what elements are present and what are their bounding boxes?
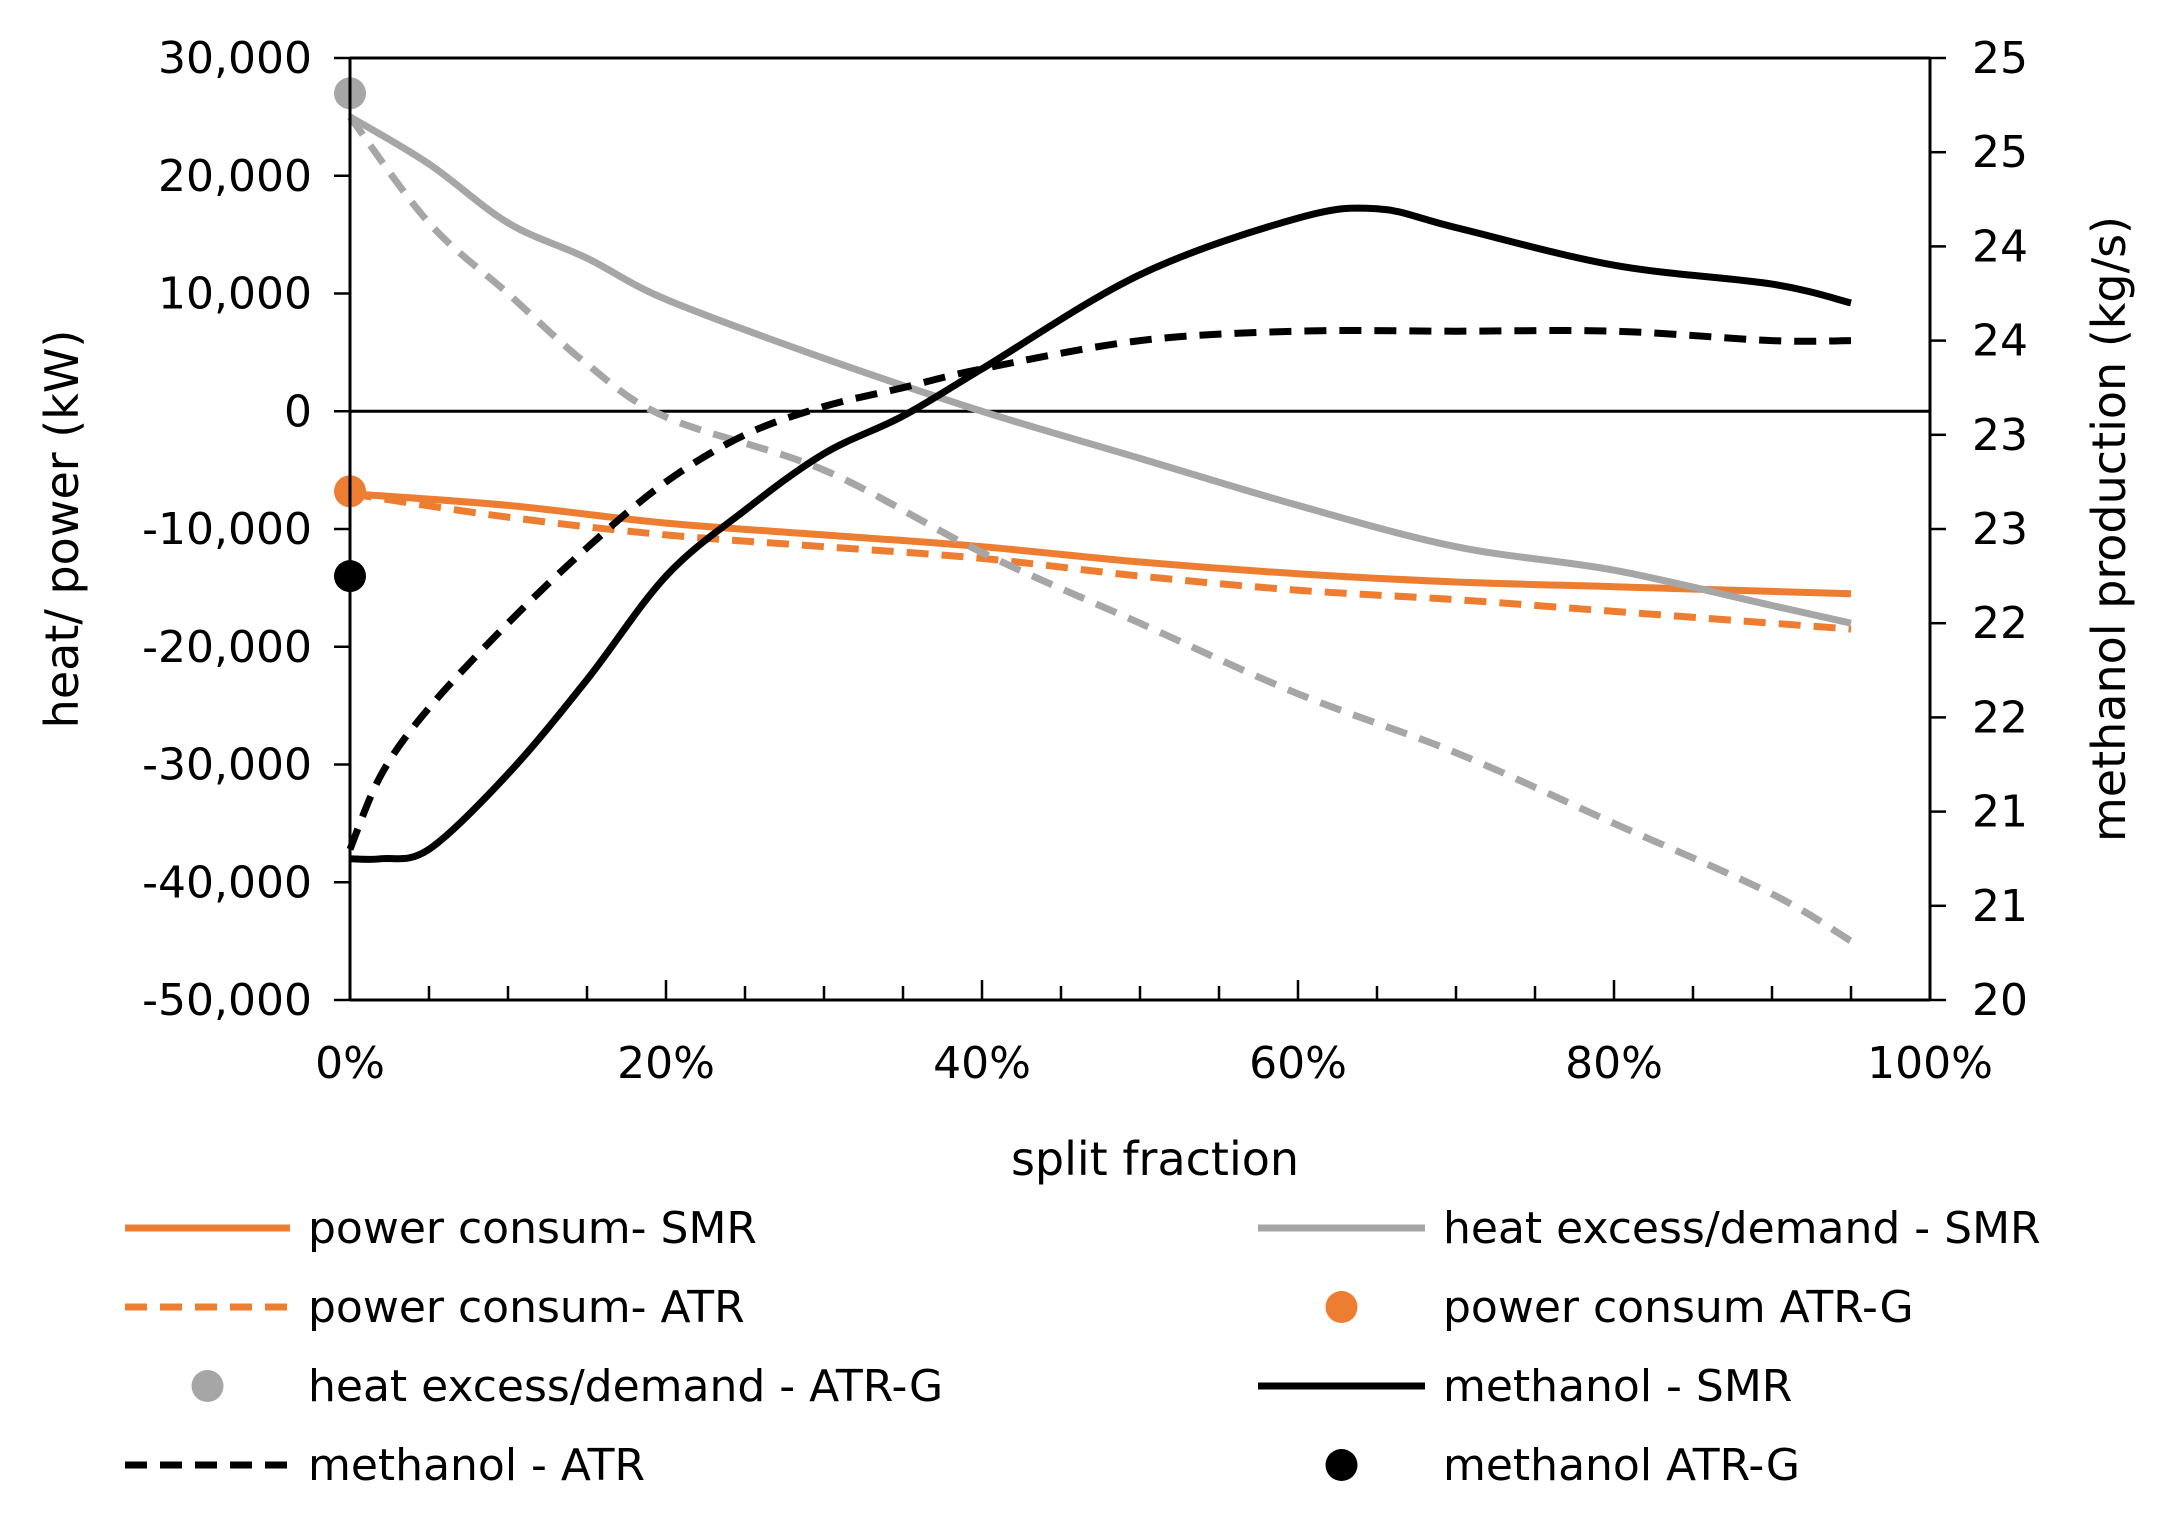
legend-item-power-consum-atr-g: power consum ATR-G	[1325, 1282, 1914, 1333]
y-left-tick-label: 30,000	[158, 33, 312, 84]
series-line-methanol-smr	[349, 204, 1852, 863]
y-right-tick-label: 22	[1972, 692, 2028, 743]
x-tick-label: 0%	[315, 1038, 385, 1089]
legend-label: heat excess/demand - ATR-G	[308, 1361, 943, 1412]
legend-label: methanol - ATR	[308, 1440, 645, 1491]
y-left-tick-label: -50,000	[142, 975, 312, 1026]
legend-label: methanol - SMR	[1443, 1361, 1792, 1412]
series-line-power-consum-atr	[349, 490, 1852, 633]
series-line-methanol-atr	[346, 326, 1852, 851]
legend-label: methanol ATR-G	[1443, 1440, 1800, 1491]
y-right-tick-label: 21	[1972, 881, 2028, 932]
x-tick-label: 40%	[933, 1038, 1031, 1089]
y-left-tick-label: -40,000	[142, 857, 312, 908]
legend-item-power-consum-smr: power consum- SMR	[125, 1203, 757, 1254]
y-left-tick-label: 20,000	[158, 151, 312, 202]
legend-item-methanol-atr: methanol - ATR	[125, 1440, 645, 1491]
legend-label: heat excess/demand - SMR	[1443, 1203, 2041, 1254]
legend-swatch-marker	[1325, 1291, 1358, 1323]
x-axis-title: split fraction	[1011, 1132, 1299, 1186]
legend-item-heat-excess-demand-atr-g: heat excess/demand - ATR-G	[191, 1361, 943, 1412]
x-tick-label: 80%	[1565, 1038, 1663, 1089]
y-left-tick-label: 0	[284, 386, 312, 437]
y-right-tick-label: 23	[1972, 504, 2028, 555]
y-left-tick-label: -10,000	[142, 504, 312, 555]
legend-item-methanol-smr: methanol - SMR	[1258, 1361, 1792, 1412]
legend-swatch-marker	[191, 1370, 224, 1402]
legend-swatch-marker	[1325, 1449, 1358, 1481]
y-right-tick-label: 25	[1972, 33, 2028, 84]
x-tick-label: 20%	[617, 1038, 715, 1089]
y-right-tick-label: 24	[1972, 221, 2028, 272]
x-tick-label: 60%	[1249, 1038, 1347, 1089]
y-right-tick-label: 22	[1972, 598, 2028, 649]
series-layer	[346, 113, 1853, 945]
y-right-axis-title: methanol production (kg/s)	[2082, 216, 2136, 842]
legend-label: power consum ATR-G	[1443, 1282, 1914, 1333]
y-right-tick-label: 21	[1972, 787, 2028, 838]
y-left-axis-title: heat/ power (kW)	[35, 330, 89, 729]
series-line-power-consum-smr	[349, 490, 1852, 598]
legend-item-methanol-atr-g: methanol ATR-G	[1325, 1440, 1800, 1491]
x-tick-label: 100%	[1867, 1038, 1993, 1089]
y-right-tick-label: 23	[1972, 410, 2028, 461]
ticks-layer: 0% 20% 40% 60% 80% 100% 30,000 20,000 10,000 0 -10…	[142, 33, 2028, 1089]
y-right-tick-label: 20	[1972, 975, 2028, 1026]
series-line-heat-excess-demand-smr	[348, 113, 1852, 627]
legend-label: power consum- ATR	[308, 1282, 745, 1333]
y-left-tick-label: -30,000	[142, 740, 312, 791]
legend-item-heat-excess-demand-smr: heat excess/demand - SMR	[1258, 1203, 2041, 1254]
legend-item-power-consum-atr: power consum- ATR	[125, 1282, 745, 1333]
legend-label: power consum- SMR	[308, 1203, 757, 1254]
y-left-tick-label: 10,000	[158, 269, 312, 320]
y-right-tick-label: 25	[1972, 127, 2028, 178]
y-left-tick-label: -20,000	[142, 622, 312, 673]
legend: power consum- SMR heat excess/demand - SM…	[125, 1203, 2041, 1491]
y-right-tick-label: 24	[1972, 316, 2028, 367]
series-line-heat-excess-demand-atr	[347, 114, 1853, 945]
